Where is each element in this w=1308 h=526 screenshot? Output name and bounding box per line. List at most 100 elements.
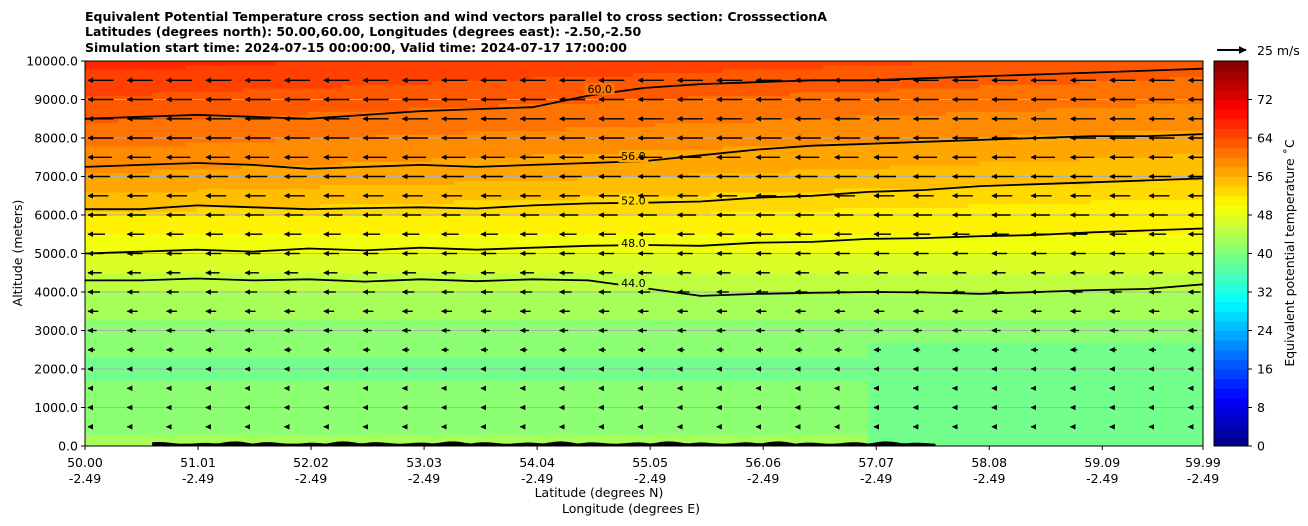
field-cell <box>263 226 276 231</box>
field-cell <box>319 103 332 108</box>
field-cell <box>409 176 421 181</box>
field-cell <box>521 161 533 166</box>
field-cell <box>152 172 164 178</box>
field-cell <box>85 145 97 151</box>
field-cell <box>621 411 634 416</box>
field-cell <box>252 434 265 439</box>
field-cell <box>241 72 254 77</box>
field-cell <box>118 184 131 189</box>
field-cell <box>431 138 444 143</box>
field-cell <box>118 99 131 104</box>
field-cell <box>565 395 578 401</box>
field-cell <box>476 188 489 193</box>
field-cell <box>588 399 600 405</box>
field-cell <box>554 372 567 378</box>
field-cell <box>375 315 388 320</box>
field-cell <box>297 349 310 355</box>
field-cell <box>442 184 455 189</box>
field-cell <box>409 103 421 108</box>
field-cell <box>353 369 366 374</box>
field-cell <box>185 292 198 297</box>
field-cell <box>174 303 187 308</box>
field-cell <box>554 130 567 135</box>
field-cell <box>319 184 332 189</box>
field-cell <box>140 64 153 70</box>
field-cell <box>543 395 556 401</box>
field-cell <box>386 238 399 243</box>
field-cell <box>330 353 343 359</box>
field-cell <box>96 184 108 189</box>
field-cell <box>442 303 455 308</box>
field-cell <box>364 322 377 328</box>
field-cell <box>364 245 377 251</box>
field-cell <box>431 87 444 93</box>
field-cell <box>342 99 354 104</box>
field-cell <box>498 153 511 158</box>
field-cell <box>398 361 410 366</box>
field-cell <box>610 164 623 170</box>
field-cell <box>621 184 634 189</box>
field-cell <box>442 145 455 151</box>
field-cell <box>174 318 187 324</box>
field-cell <box>487 95 500 101</box>
field-cell <box>207 64 220 70</box>
field-cell <box>431 188 444 193</box>
field-cell <box>576 138 589 143</box>
field-cell <box>576 122 589 128</box>
field-cell <box>375 130 388 135</box>
field-cell <box>308 126 321 131</box>
field-cell <box>297 226 310 231</box>
field-cell <box>163 122 176 128</box>
field-cell <box>107 211 120 216</box>
field-cell <box>632 164 645 170</box>
field-cell <box>409 91 421 97</box>
field-cell <box>543 218 556 224</box>
field-cell <box>308 338 321 343</box>
field-cell <box>409 195 421 201</box>
field-cell <box>465 141 477 147</box>
field-cell <box>152 238 164 243</box>
field-cell <box>129 234 142 239</box>
field-cell <box>420 338 433 343</box>
field-cell <box>241 353 254 359</box>
field-cell <box>286 215 299 220</box>
field-cell <box>431 307 444 312</box>
field-cell <box>297 353 310 359</box>
field-cell <box>96 176 108 181</box>
field-cell <box>554 107 567 112</box>
field-cell <box>152 376 164 382</box>
field-cell <box>465 265 477 270</box>
field-cell <box>319 303 332 308</box>
field-cell <box>487 141 500 147</box>
field-cell <box>442 322 455 328</box>
field-cell <box>431 99 444 104</box>
field-cell <box>107 222 120 228</box>
field-cell <box>319 180 332 185</box>
field-cell <box>453 399 466 405</box>
field-cell <box>152 87 164 93</box>
field-cell <box>621 345 634 351</box>
field-cell <box>487 172 500 178</box>
field-cell <box>521 103 533 108</box>
field-cell <box>96 118 108 124</box>
field-cell <box>219 411 231 416</box>
field-cell <box>252 395 265 401</box>
field-cell <box>420 419 433 424</box>
field-cell <box>465 64 477 70</box>
field-cell <box>498 168 511 174</box>
field-cell <box>185 149 198 154</box>
field-cell <box>152 415 164 420</box>
field-cell <box>509 307 522 312</box>
field-cell <box>219 61 231 66</box>
field-cell <box>621 399 634 405</box>
field-cell <box>342 326 354 332</box>
field-cell <box>465 95 477 101</box>
field-cell <box>543 438 556 443</box>
field-cell <box>297 138 310 143</box>
field-cell <box>129 157 142 162</box>
field-cell <box>286 372 299 378</box>
field-cell <box>621 118 634 124</box>
field-cell <box>476 395 489 401</box>
field-cell <box>185 372 198 378</box>
field-cell <box>398 430 410 436</box>
